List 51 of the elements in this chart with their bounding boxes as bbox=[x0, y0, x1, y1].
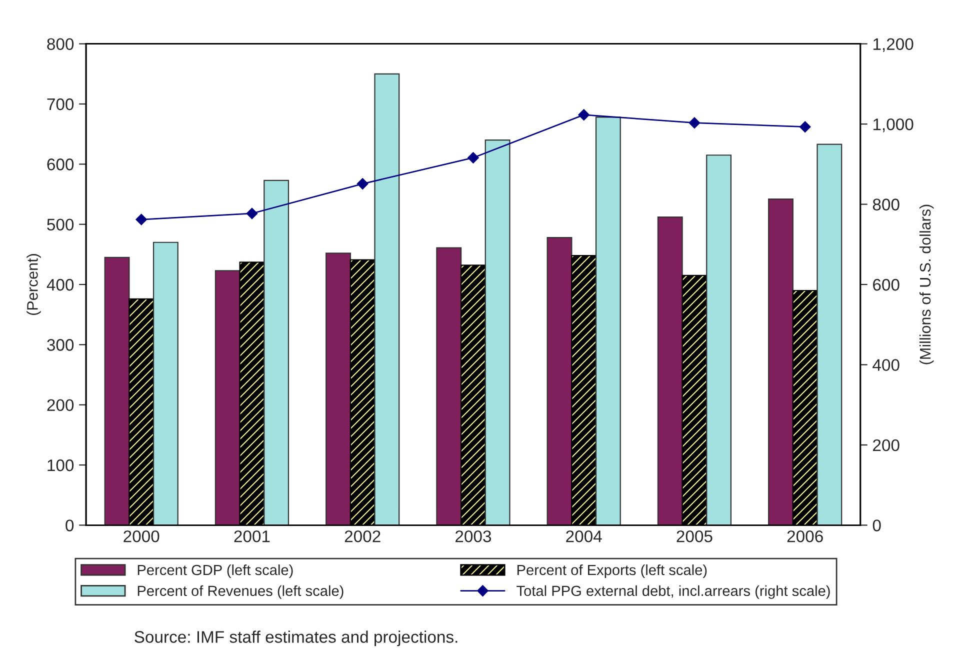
point bbox=[799, 121, 811, 132]
x-tick-label: 2001 bbox=[234, 530, 270, 542]
y2-tick-label: 600 bbox=[873, 278, 900, 291]
y-axis-title: (Percent) bbox=[26, 254, 41, 315]
bar bbox=[706, 154, 732, 526]
point bbox=[578, 109, 590, 120]
source-note: Source: IMF staff estimates and projections. bbox=[134, 630, 458, 646]
x-tick-label: 2005 bbox=[676, 530, 712, 542]
x-tick-label: 2004 bbox=[566, 530, 602, 542]
x-tick-label: 2000 bbox=[124, 530, 160, 542]
bar bbox=[595, 116, 621, 526]
bar bbox=[484, 140, 510, 526]
legend-label: Percent GDP (left scale) bbox=[138, 564, 293, 578]
y-tick-label: 100 bbox=[48, 459, 74, 472]
y-tick-label: 500 bbox=[47, 218, 74, 231]
y2-tick-label: 200 bbox=[873, 439, 900, 452]
y2-tick-label: 1,000 bbox=[873, 118, 914, 132]
legend-label: Total PPG external debt, incl.arrears (right scale) bbox=[516, 585, 830, 599]
y-tick-label: 300 bbox=[47, 339, 74, 351]
y2-tick-label: 0 bbox=[872, 520, 881, 532]
bar bbox=[374, 73, 400, 526]
y-tick-label: 200 bbox=[47, 399, 74, 412]
bar bbox=[768, 198, 794, 526]
bar bbox=[546, 237, 572, 526]
bar bbox=[657, 216, 683, 526]
bar bbox=[326, 252, 351, 526]
y2-tick-label: 1,200 bbox=[873, 38, 914, 52]
y2-tick-label: 400 bbox=[872, 359, 900, 371]
bar bbox=[104, 256, 130, 526]
y-tick-label: 400 bbox=[46, 278, 74, 291]
bar bbox=[816, 144, 842, 526]
legend-label: Percent of Revenues (left scale) bbox=[138, 585, 344, 599]
point bbox=[136, 214, 147, 226]
x-tick-label: 2006 bbox=[787, 530, 823, 542]
point bbox=[468, 152, 479, 164]
y-tick-label: 800 bbox=[47, 38, 74, 50]
y-tick-label: 700 bbox=[47, 98, 74, 110]
x-tick-label: 2003 bbox=[456, 530, 492, 542]
bar bbox=[152, 242, 178, 526]
y2-tick-label: 800 bbox=[872, 198, 900, 210]
y-tick-label: 0 bbox=[66, 520, 74, 532]
bar bbox=[264, 180, 290, 526]
y-tick-label: 600 bbox=[47, 158, 74, 170]
legend-label: Percent of Exports (left scale) bbox=[517, 564, 707, 578]
point bbox=[356, 178, 368, 190]
bar bbox=[436, 247, 462, 526]
point bbox=[246, 208, 258, 220]
point bbox=[688, 117, 700, 128]
y2-axis-title: (Millions of U.S. dollars) bbox=[919, 204, 934, 364]
bar bbox=[214, 270, 240, 526]
x-tick-label: 2002 bbox=[344, 530, 380, 542]
